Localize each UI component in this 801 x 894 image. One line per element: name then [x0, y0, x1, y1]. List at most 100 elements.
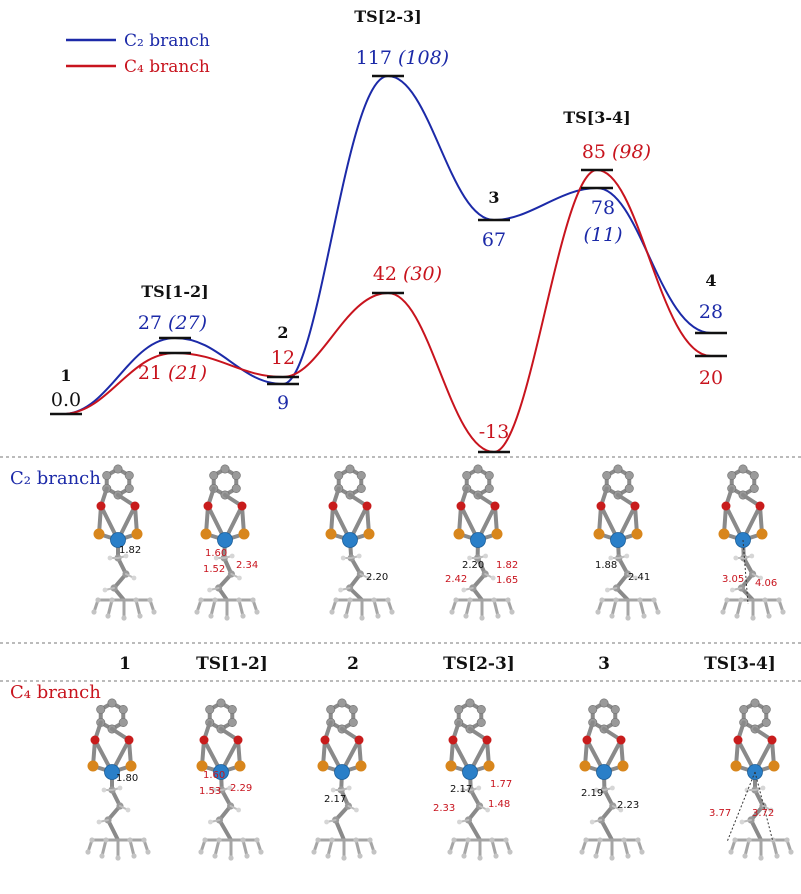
c4-mol-1-metal-atom	[213, 764, 229, 780]
energy-1: 0.0	[51, 389, 81, 411]
c2-mol-3-framework-atom	[509, 609, 515, 615]
c2-mol-3-framework-atom	[463, 613, 469, 619]
c2-2-dist-0: 2.20	[366, 572, 388, 583]
c4-mol-3-framework-atom	[503, 837, 509, 843]
c2-mol-4-framework-atom	[609, 613, 615, 619]
c2-mol-4-carbon-atom	[602, 470, 612, 480]
c2-mol-1-phosphorus-atom	[238, 528, 250, 540]
c2-mol-0-phosphorus-atom	[93, 528, 105, 540]
c2-mol-4-framework-atom	[637, 597, 643, 603]
column-labels: 1 TS[1-2] 2 TS[2-3] 3 TS[3-4]	[119, 654, 776, 674]
energy-ts34-c2-paren: (11)	[583, 224, 622, 246]
c2-mol-1-framework-atom	[254, 609, 260, 615]
c4-mol-0-phosphorus-atom	[125, 760, 137, 772]
c2-mol-0-hydrogen-atom	[102, 587, 108, 593]
c4-mol-4-hydrogen-atom	[618, 807, 624, 813]
c4-ts12-dist-2: 1.53	[199, 786, 221, 797]
c2-mol-0-framework-atom	[105, 613, 111, 619]
c4-1-dist-0: 1.80	[116, 773, 138, 784]
c4-mol-3-framework-bond	[462, 838, 470, 858]
c2-mol-0-framework-atom	[133, 597, 139, 603]
c4-mol-5-framework-atom	[774, 853, 780, 859]
c4-mol-0-hydrogen-atom	[125, 807, 131, 813]
c2-ts23-dist-3: 1.65	[496, 575, 518, 586]
c4-2-dist-0: 2.17	[324, 794, 346, 805]
c2-mol-0-hydrogen-atom	[107, 555, 113, 561]
c2-mol-1-hydrogen-atom	[213, 555, 219, 561]
c2-mol-0-phosphorus-atom	[131, 528, 143, 540]
c2-1-dist-0: 1.82	[119, 545, 141, 556]
c4-mol-0-framework-atom	[145, 849, 151, 855]
c4-mol-3-framework-atom	[489, 837, 495, 843]
c2-section-label: C₂ branch	[10, 468, 101, 489]
state-name-2: 2	[277, 323, 288, 342]
energy-ts12-c4: 21	[138, 362, 162, 384]
c4-mol-5-carbon-atom	[761, 704, 771, 714]
c4-mol-2-carbon-atom	[337, 698, 347, 708]
c4-mol-5-framework-atom	[742, 853, 748, 859]
c4-mol-4-framework-atom	[639, 849, 645, 855]
c2-mol-2-framework-atom	[385, 597, 391, 603]
c2-mol-0-hydrogen-atom	[131, 575, 137, 581]
energy-ts34-c4-paren: (98)	[612, 141, 651, 163]
c2-mol-4-carbon-atom	[613, 464, 623, 474]
c4-ts23-dist-2: 2.33	[433, 803, 455, 814]
energy-ts34-c4: 85	[582, 141, 606, 163]
c2-mol-2-framework-atom	[389, 609, 395, 615]
c2-ts12-dist-2: 1.52	[203, 564, 225, 575]
c2-mol-5-framework-atom	[762, 597, 768, 603]
c2-mol-5-carbon-atom	[738, 464, 748, 474]
c2-mol-4-hydrogen-atom	[624, 553, 630, 559]
c2-mol-1-oxygen-atom	[203, 501, 213, 511]
c4-mol-0-framework-atom	[131, 853, 137, 859]
c2-mol-1-carbon-atom	[209, 470, 219, 480]
c4-3-dist-1: 2.23	[617, 800, 639, 811]
c4-mol-1-oxygen-atom	[199, 735, 209, 745]
c4-mol-4-oxygen-atom	[616, 735, 626, 745]
c2-mol-1-carbon-atom	[231, 470, 241, 480]
c2-mol-3-carbon-atom	[484, 483, 494, 493]
energy-2-c4: 12	[271, 347, 295, 369]
c2-mol-2-framework-bond	[344, 598, 352, 618]
c2-mol-4-framework-atom	[599, 597, 605, 603]
c2-mol-3-framework-atom	[491, 597, 497, 603]
c2-ts23-dist-1: 1.82	[496, 560, 518, 571]
c4-mol-0-carbon-atom	[96, 704, 106, 714]
column-label-3: 3	[598, 654, 610, 674]
c2-mol-0-metal-atom	[110, 532, 126, 548]
c4-mol-4-framework-atom	[597, 837, 603, 843]
c4-mol-1-oxygen-atom	[233, 735, 243, 745]
c2-mol-0-framework-bond	[106, 598, 114, 618]
energy-ts23-c4-paren: (30)	[403, 263, 442, 285]
c2-mol-0-framework-atom	[151, 609, 157, 615]
c2-mol-5-oxygen-atom	[721, 501, 731, 511]
energy-2-c2: 9	[277, 392, 289, 414]
c4-ts12-dist-1: 2.29	[230, 783, 252, 794]
c2-mol-5-framework-atom	[776, 597, 782, 603]
c2-mol-0-carbon-atom	[124, 483, 134, 493]
energy-ts23-c4: 42	[373, 263, 397, 285]
c2-mol-2-framework-atom	[359, 615, 365, 621]
c4-mol-0-framework-atom	[115, 855, 121, 861]
c2-mol-4-carbon-atom	[624, 470, 634, 480]
c2-mol-5-framework-atom	[750, 615, 756, 621]
c4-mol-0-framework-atom	[85, 849, 91, 855]
c4-mol-1-framework-atom	[254, 837, 260, 843]
c4-mol-1-carbon-atom	[227, 717, 237, 727]
c2-mol-2-framework-atom	[333, 597, 339, 603]
c2-mol-4-framework-atom	[641, 613, 647, 619]
c2-mol-3-carbon-atom	[473, 464, 483, 474]
c4-mol-0-framework-atom	[89, 837, 95, 843]
c2-mol-1-framework-atom	[208, 613, 214, 619]
c4-mol-0-carbon-atom	[118, 717, 128, 727]
c2-mol-3-framework-atom	[495, 613, 501, 619]
c4-mol-1-chain-bond	[217, 818, 233, 842]
c4-mol-2-chain-bond	[333, 818, 346, 842]
c2-mol-4-framework-bond	[610, 598, 618, 618]
c2-ts12-dist-1: 2.34	[236, 560, 258, 571]
c2-mol-5-framework-atom	[766, 613, 772, 619]
c2-mol-2-metal-atom	[342, 532, 358, 548]
legend: C₂ branch C₄ branch	[66, 31, 210, 77]
c2-mol-1-hydrogen-atom	[229, 553, 235, 559]
c4-mol-2-phosphorus-atom	[355, 760, 367, 772]
